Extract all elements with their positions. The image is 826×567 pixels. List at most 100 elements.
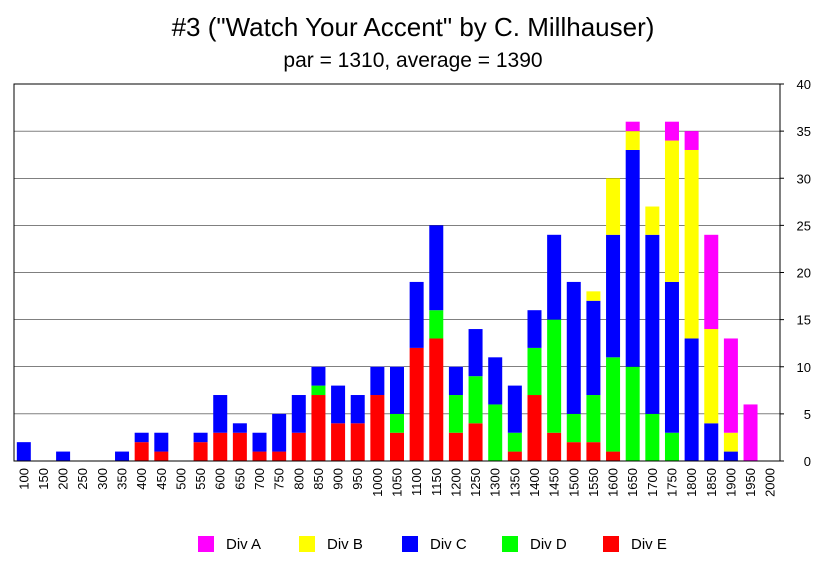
bar-segment-div-c bbox=[134, 432, 149, 443]
bar-segment-div-d bbox=[448, 395, 463, 433]
bar-segment-div-e bbox=[566, 442, 581, 461]
bar-group bbox=[16, 121, 758, 462]
bar-segment-div-a bbox=[625, 121, 640, 132]
bar-segment-div-b bbox=[723, 432, 738, 452]
y-tick-label: 35 bbox=[797, 124, 811, 139]
bar-segment-div-d bbox=[311, 385, 326, 396]
bar-segment-div-c bbox=[232, 423, 247, 433]
legend-swatch bbox=[402, 536, 418, 552]
bar-segment-div-c bbox=[488, 357, 503, 405]
chart-subtitle: par = 1310, average = 1390 bbox=[283, 49, 543, 72]
x-tick-label: 800 bbox=[291, 468, 306, 490]
x-tick-label: 1050 bbox=[390, 468, 405, 497]
bar-segment-div-e bbox=[429, 338, 444, 461]
bar-segment-div-b bbox=[704, 329, 719, 424]
bar-segment-div-e bbox=[213, 432, 228, 461]
bar-segment-div-e bbox=[606, 451, 621, 461]
bar-segment-div-e bbox=[547, 432, 562, 461]
x-tick-label: 1000 bbox=[370, 468, 385, 497]
bar-segment-div-e bbox=[134, 442, 149, 461]
bar-segment-div-c bbox=[684, 338, 699, 461]
bar-segment-div-c bbox=[664, 281, 679, 433]
x-tick-label: 1150 bbox=[429, 468, 444, 496]
x-tick-label: 850 bbox=[311, 468, 326, 490]
x-tick-label: 1750 bbox=[664, 468, 679, 497]
x-tick-label: 750 bbox=[272, 468, 287, 490]
bar-segment-div-c bbox=[586, 300, 601, 396]
bar-segment-div-a bbox=[704, 234, 719, 330]
y-tick-label: 0 bbox=[804, 454, 811, 469]
x-tick-label: 1600 bbox=[606, 468, 621, 497]
bar-segment-div-c bbox=[723, 451, 738, 461]
legend-label: Div C bbox=[430, 535, 467, 553]
x-tick-label: 1400 bbox=[527, 468, 542, 497]
legend-swatch bbox=[299, 536, 315, 552]
bar-segment-div-e bbox=[252, 451, 267, 461]
bar-segment-div-e bbox=[448, 432, 463, 461]
bar-segment-div-e bbox=[586, 442, 601, 461]
x-tick-label: 600 bbox=[213, 468, 228, 490]
y-axis: 0 5 10 15 20 25 30 35 40 bbox=[780, 77, 811, 469]
y-tick-label: 5 bbox=[804, 407, 811, 422]
bar-segment-div-c bbox=[331, 385, 346, 424]
bar-segment-div-c bbox=[409, 281, 424, 348]
bar-segment-div-a bbox=[684, 131, 699, 150]
legend: Div A Div B Div C Div D Div E bbox=[0, 532, 826, 556]
bar-segment-div-c bbox=[527, 310, 542, 348]
legend-swatch bbox=[603, 536, 619, 552]
bar-segment-div-d bbox=[566, 413, 581, 443]
bar-segment-div-e bbox=[350, 423, 365, 461]
bar-segment-div-e bbox=[232, 432, 247, 461]
legend-label: Div A bbox=[226, 535, 262, 553]
stacked-bar-chart: 0 5 10 15 20 25 30 35 40 100 150 200 250 300 350 400 45… bbox=[13, 77, 811, 497]
x-tick-label: 1800 bbox=[684, 468, 699, 497]
bar-segment-div-c bbox=[16, 442, 31, 461]
x-tick-label: 700 bbox=[252, 468, 267, 490]
bar-segment-div-e bbox=[390, 432, 404, 461]
x-tick-label: 350 bbox=[115, 468, 130, 490]
bar-segment-div-d bbox=[625, 366, 640, 461]
y-tick-label: 10 bbox=[797, 360, 811, 375]
bar-segment-div-a bbox=[743, 404, 758, 461]
x-tick-label: 1850 bbox=[704, 468, 719, 497]
bar-segment-div-d bbox=[488, 404, 503, 461]
legend-item-div-d: Div D bbox=[502, 532, 567, 556]
bar-segment-div-c bbox=[311, 366, 326, 386]
legend-item-div-e: Div E bbox=[603, 532, 667, 556]
x-tick-label: 450 bbox=[154, 468, 169, 490]
bar-segment-div-c bbox=[272, 413, 287, 452]
legend-item-div-c: Div C bbox=[402, 532, 467, 556]
legend-label: Div B bbox=[327, 535, 363, 553]
bar-segment-div-c bbox=[448, 366, 463, 396]
x-tick-label: 1350 bbox=[507, 468, 522, 497]
bar-segment-div-e bbox=[154, 451, 169, 461]
x-tick-label: 900 bbox=[331, 468, 346, 490]
bar-segment-div-d bbox=[468, 376, 483, 424]
legend-item-div-b: Div B bbox=[299, 532, 363, 556]
bar-segment-div-e bbox=[331, 423, 346, 461]
x-tick-label: 1550 bbox=[586, 468, 601, 497]
bar-segment-div-c bbox=[154, 432, 169, 452]
bar-segment-div-c bbox=[115, 451, 130, 461]
x-tick-label: 550 bbox=[193, 468, 208, 490]
legend-label: Div D bbox=[530, 535, 567, 553]
bar-segment-div-e bbox=[193, 442, 208, 461]
bar-segment-div-c bbox=[291, 395, 306, 433]
legend-swatch bbox=[198, 536, 214, 552]
bar-segment-div-c bbox=[645, 234, 660, 414]
bar-segment-div-c bbox=[390, 366, 404, 414]
bar-segment-div-c bbox=[350, 395, 365, 424]
x-axis: 100 150 200 250 300 350 400 450 500 550 600 650 700 7… bbox=[16, 468, 777, 497]
bar-segment-div-b bbox=[586, 291, 601, 301]
bar-segment-div-e bbox=[370, 395, 385, 461]
bar-segment-div-a bbox=[664, 121, 679, 141]
bar-segment-div-c bbox=[566, 281, 581, 414]
bar-segment-div-e bbox=[409, 347, 424, 461]
bar-segment-div-d bbox=[606, 357, 621, 452]
bar-segment-div-c bbox=[193, 432, 208, 443]
x-tick-label: 1900 bbox=[723, 468, 738, 497]
x-tick-label: 1450 bbox=[547, 468, 562, 497]
legend-label: Div E bbox=[631, 535, 667, 553]
bar-segment-div-c bbox=[213, 395, 228, 433]
x-tick-label: 400 bbox=[134, 468, 149, 490]
